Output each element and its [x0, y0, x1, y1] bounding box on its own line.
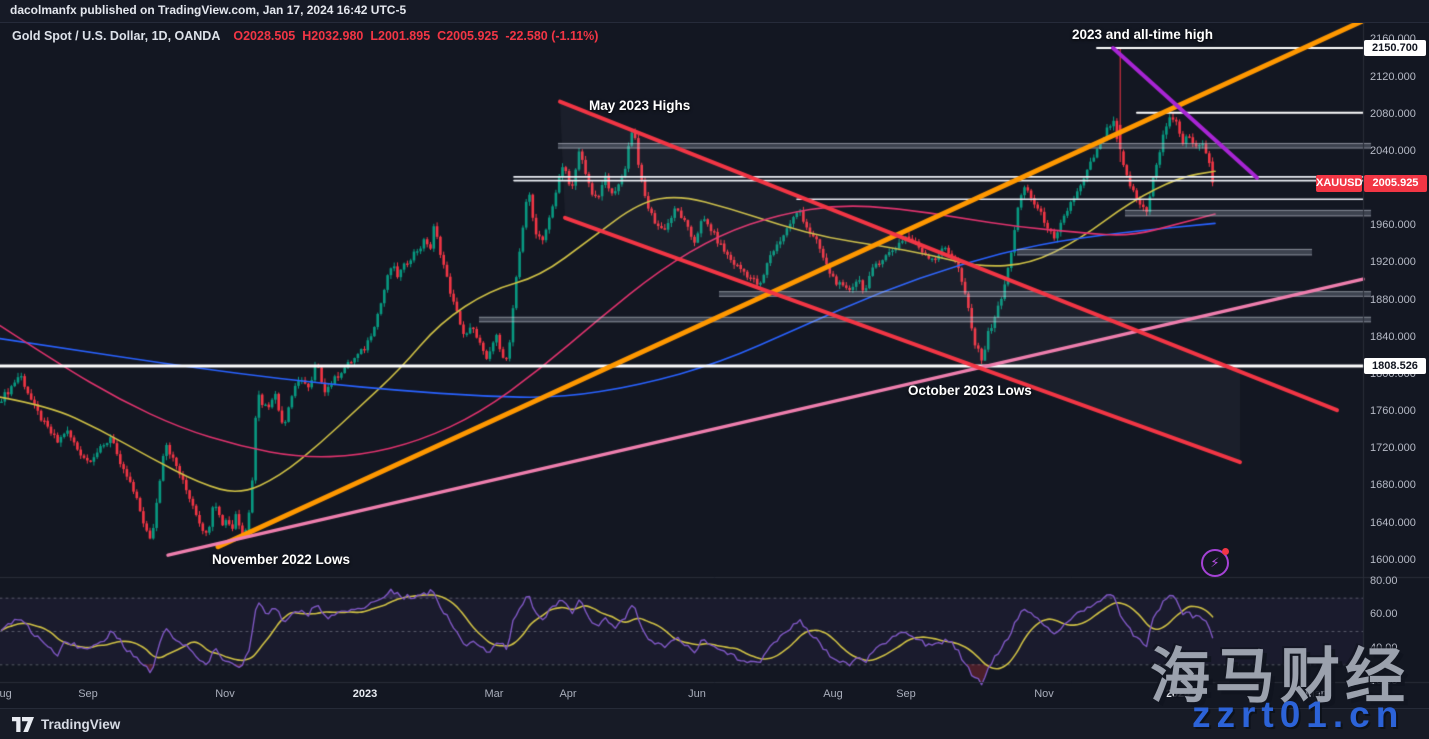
symbol-price-tag: 2005.925 [1364, 174, 1427, 192]
symbol-title[interactable]: Gold Spot / U.S. Dollar, 1D, OANDA [12, 29, 221, 43]
ohlc-change: -22.580 (-1.11%) [505, 29, 599, 43]
chart-legend[interactable]: Gold Spot / U.S. Dollar, 1D, OANDA O2028.… [12, 29, 598, 43]
watermark-url: zzrt01.cn [1192, 694, 1405, 735]
publish-info-bar: dacolmanfx published on TradingView.com,… [0, 0, 1429, 23]
ohlc-open: O2028.505 [233, 29, 296, 43]
tradingview-brand-text[interactable]: TradingView [41, 717, 121, 732]
footer-bar: TradingView [0, 708, 1429, 739]
publish-info-text: dacolmanfx published on TradingView.com,… [10, 3, 407, 17]
ohlc-high: H2032.980 [302, 29, 364, 43]
notification-dot [1222, 548, 1229, 555]
ohlc-low: L2001.895 [370, 29, 431, 43]
ohlc-close: C2005.925 [437, 29, 499, 43]
watermark-chinese: 海马财经 [1150, 643, 1410, 710]
boost-lightning-icon[interactable]: ⚡ [1201, 548, 1229, 577]
tradingview-logo-icon[interactable] [12, 717, 34, 732]
symbol-ticker-tag: XAUUSD [1316, 174, 1362, 192]
